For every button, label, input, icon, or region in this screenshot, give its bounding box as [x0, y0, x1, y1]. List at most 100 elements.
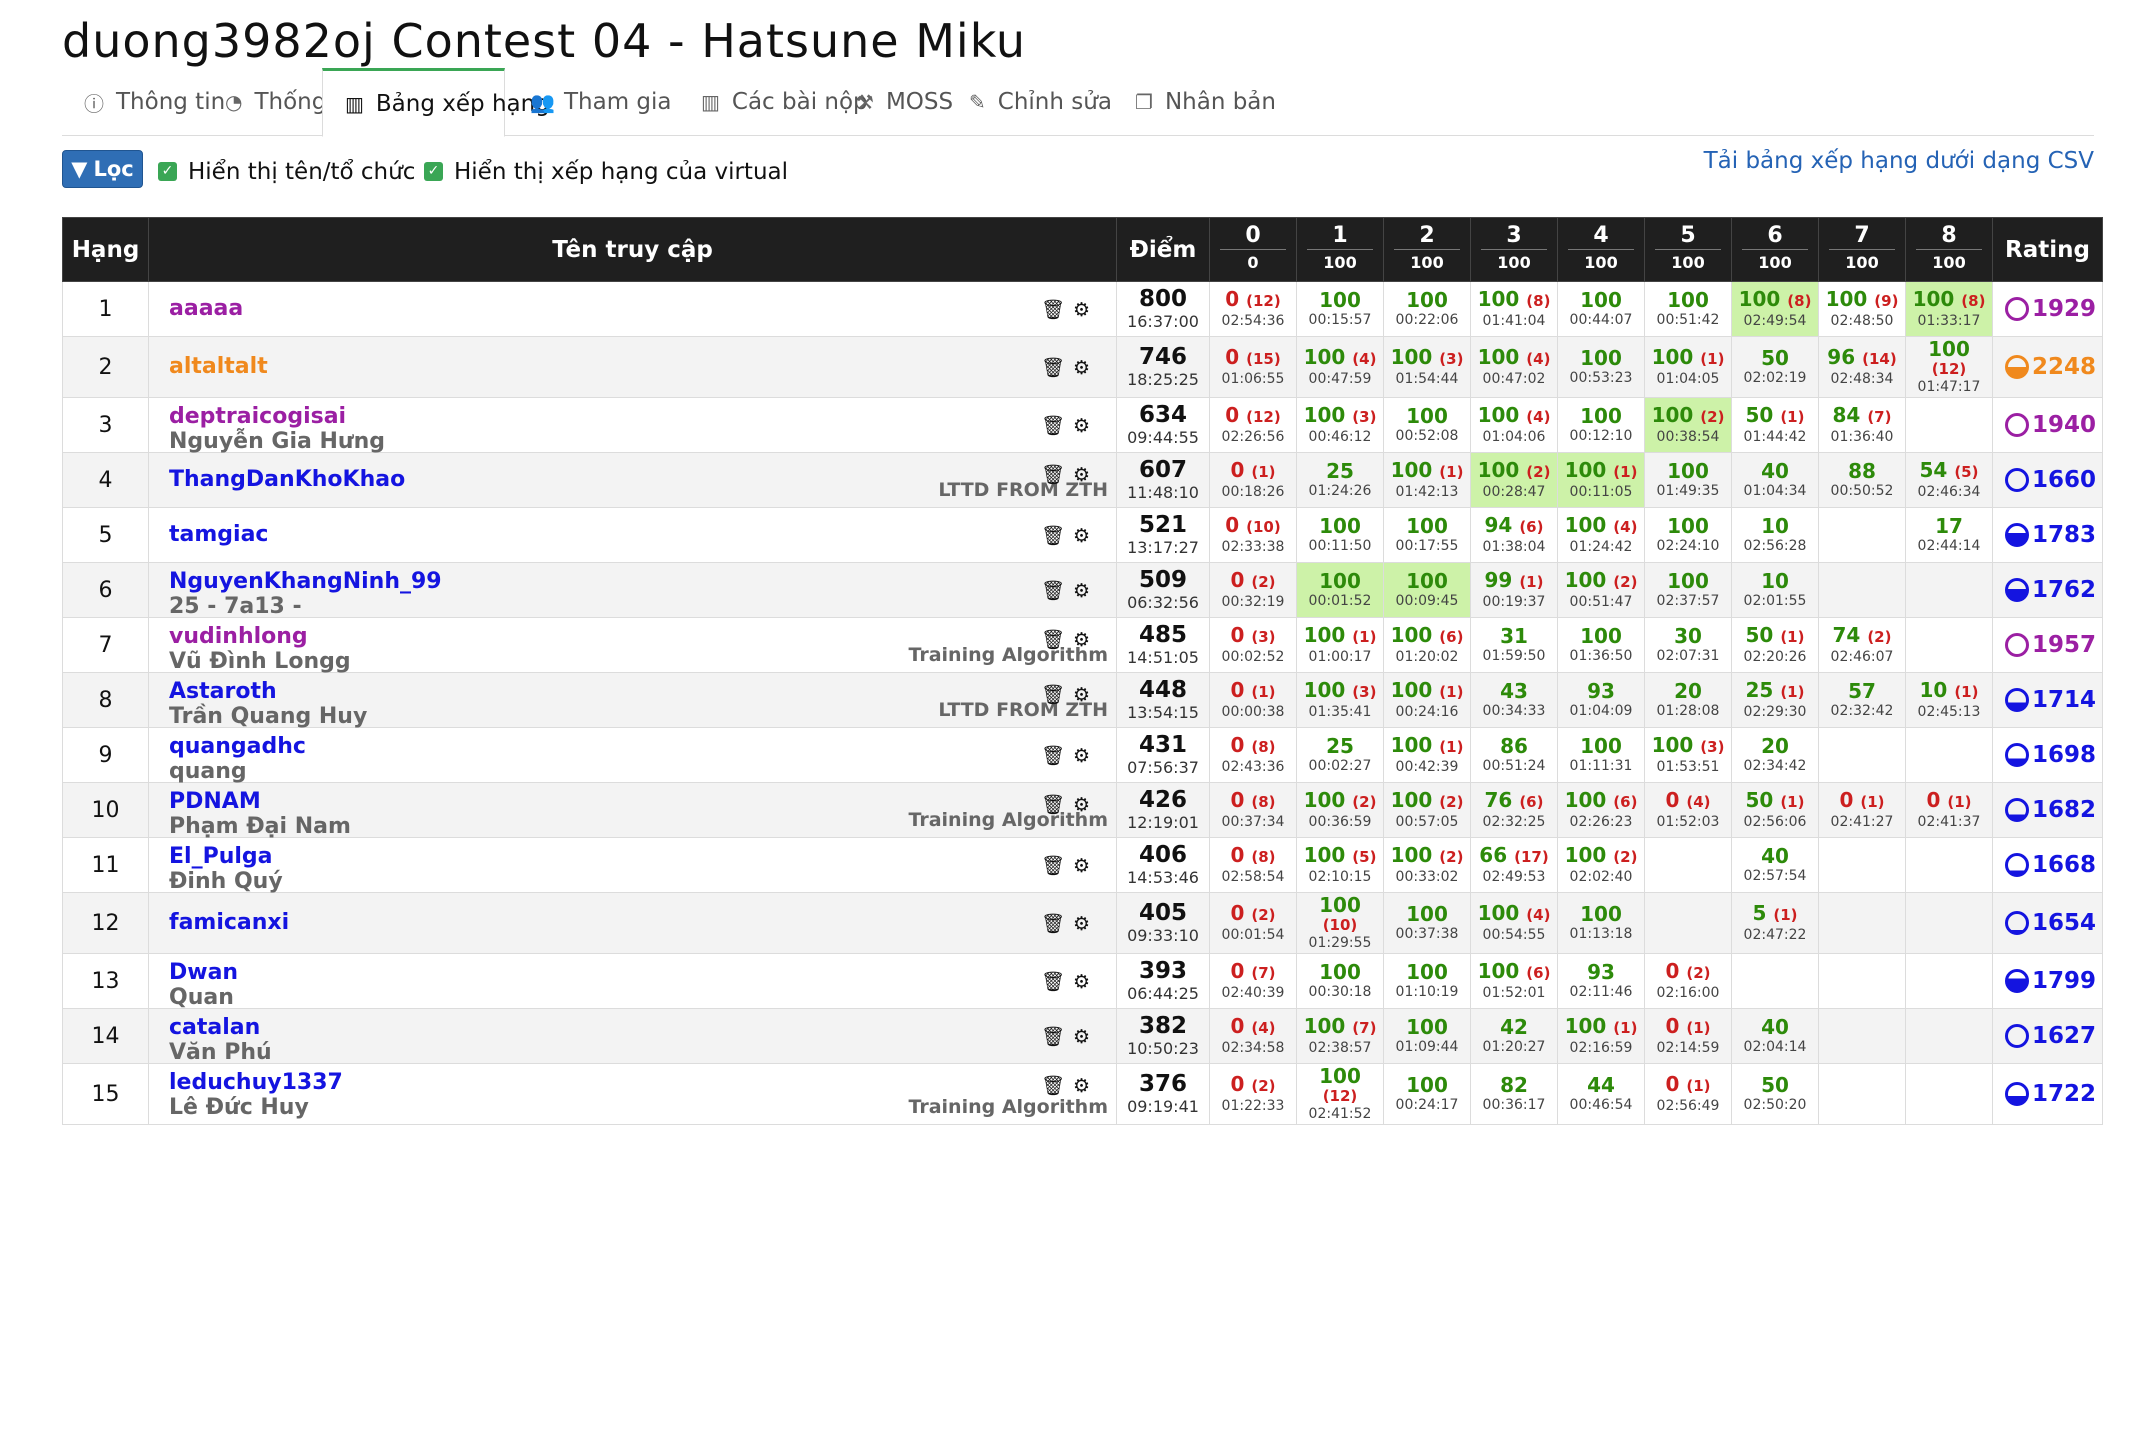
rank-header[interactable]: Hạng [62, 217, 149, 282]
problem-cell[interactable]: 0 (4) 01:52:03 [1644, 782, 1732, 838]
rating-value[interactable]: 1783 [2032, 522, 2097, 548]
username-link[interactable]: ThangDanKhoKhao [169, 467, 406, 492]
rating-value[interactable]: 1682 [2032, 797, 2097, 823]
tab-4[interactable]: 👥 Tham gia [508, 68, 673, 136]
problem-cell[interactable]: 0 (2) 01:22:33 [1209, 1063, 1297, 1125]
problem-cell[interactable]: 100 (1) 01:42:13 [1383, 452, 1471, 508]
tab-5[interactable]: ▥ Các bài nộp [679, 68, 868, 136]
problem-header-5[interactable]: 5 100 [1644, 217, 1732, 282]
problem-cell[interactable]: 100 (4) 00:47:02 [1470, 336, 1558, 398]
rating-value[interactable]: 1929 [2032, 296, 2097, 322]
gear-icon[interactable]: ⚙ [1072, 1075, 1098, 1097]
problem-cell[interactable]: 0 (1) 00:18:26 [1209, 452, 1297, 508]
trash-icon[interactable]: 🗑 [1040, 1026, 1073, 1048]
gear-icon[interactable]: ⚙ [1072, 855, 1098, 877]
problem-cell[interactable]: 100 (9) 02:48:50 [1818, 281, 1906, 337]
problem-cell[interactable]: 100 00:15:57 [1296, 281, 1384, 337]
problem-cell[interactable]: 0 (1) 02:41:27 [1818, 782, 1906, 838]
trash-icon[interactable]: 🗑 [1040, 357, 1073, 379]
problem-header-1[interactable]: 1 100 [1296, 217, 1384, 282]
problem-cell[interactable]: 100 (1) 02:16:59 [1557, 1008, 1645, 1064]
problem-cell[interactable]: 93 01:04:09 [1557, 672, 1645, 728]
username-link[interactable]: tamgiac [169, 522, 269, 547]
problem-cell[interactable]: 20 02:34:42 [1731, 727, 1819, 783]
gear-icon[interactable]: ⚙ [1072, 464, 1098, 486]
problem-cell[interactable]: 100 00:44:07 [1557, 281, 1645, 337]
trash-icon[interactable]: 🗑 [1040, 971, 1073, 993]
problem-header-2[interactable]: 2 100 [1383, 217, 1471, 282]
rating-value[interactable]: 1722 [2032, 1081, 2097, 1107]
problem-cell[interactable]: 100 00:52:08 [1383, 397, 1471, 453]
problem-cell[interactable]: 100 (7) 02:38:57 [1296, 1008, 1384, 1064]
trash-icon[interactable]: 🗑 [1040, 855, 1073, 877]
tab-7[interactable]: ✎ Chỉnh sửa [947, 68, 1112, 136]
problem-cell[interactable]: 100 (12) 01:47:17 [1905, 336, 1993, 398]
problem-cell[interactable]: 10 02:01:55 [1731, 562, 1819, 618]
tab-6[interactable]: ⚒ MOSS [834, 68, 953, 136]
problem-cell[interactable]: 100 00:22:06 [1383, 281, 1471, 337]
problem-cell[interactable]: 100 (4) 00:47:59 [1296, 336, 1384, 398]
problem-cell[interactable]: 50 (1) 02:20:26 [1731, 617, 1819, 673]
problem-cell[interactable]: 0 (7) 02:40:39 [1209, 953, 1297, 1009]
trash-icon[interactable]: 🗑 [1040, 794, 1073, 816]
trash-icon[interactable]: 🗑 [1040, 525, 1073, 547]
username-header[interactable]: Tên truy cập [148, 217, 1117, 282]
gear-icon[interactable]: ⚙ [1072, 1026, 1098, 1048]
problem-cell[interactable]: 93 02:11:46 [1557, 953, 1645, 1009]
trash-icon[interactable]: 🗑 [1040, 580, 1073, 602]
problem-cell[interactable]: 100 00:37:38 [1383, 892, 1471, 954]
gear-icon[interactable]: ⚙ [1072, 745, 1098, 767]
problem-cell[interactable]: 100 02:24:10 [1644, 507, 1732, 563]
problem-cell[interactable]: 100 (1) 01:04:05 [1644, 336, 1732, 398]
username-link[interactable]: PDNAM [169, 789, 261, 814]
problem-cell[interactable]: 100 00:12:10 [1557, 397, 1645, 453]
problem-header-4[interactable]: 4 100 [1557, 217, 1645, 282]
problem-cell[interactable]: 100 (4) 01:24:42 [1557, 507, 1645, 563]
problem-cell[interactable]: 100 01:09:44 [1383, 1008, 1471, 1064]
rating-value[interactable]: 2248 [2032, 354, 2097, 380]
trash-icon[interactable]: 🗑 [1040, 629, 1073, 651]
rating-value[interactable]: 1940 [2032, 412, 2097, 438]
trash-icon[interactable]: 🗑 [1040, 684, 1073, 706]
problem-cell[interactable]: 0 (12) 02:26:56 [1209, 397, 1297, 453]
tab-2[interactable]: ◔ Thống kê [203, 68, 360, 136]
problem-cell[interactable]: 100 02:37:57 [1644, 562, 1732, 618]
problem-cell[interactable]: 76 (6) 02:32:25 [1470, 782, 1558, 838]
trash-icon[interactable]: 🗑 [1040, 299, 1073, 321]
problem-cell[interactable]: 100 (5) 02:10:15 [1296, 837, 1384, 893]
problem-cell[interactable]: 100 (2) 02:02:40 [1557, 837, 1645, 893]
username-link[interactable]: catalan [169, 1015, 261, 1040]
problem-cell[interactable]: 100 (1) 00:42:39 [1383, 727, 1471, 783]
problem-cell[interactable]: 100 00:24:17 [1383, 1063, 1471, 1125]
rating-value[interactable]: 1668 [2032, 852, 2097, 878]
problem-cell[interactable]: 66 (17) 02:49:53 [1470, 837, 1558, 893]
problem-cell[interactable]: 100 (2) 00:57:05 [1383, 782, 1471, 838]
rating-value[interactable]: 1957 [2032, 632, 2097, 658]
problem-cell[interactable]: 5 (1) 02:47:22 [1731, 892, 1819, 954]
problem-cell[interactable]: 40 02:57:54 [1731, 837, 1819, 893]
problem-header-8[interactable]: 8 100 [1905, 217, 1993, 282]
problem-cell[interactable]: 100 (3) 00:46:12 [1296, 397, 1384, 453]
problem-cell[interactable]: 86 00:51:24 [1470, 727, 1558, 783]
problem-cell[interactable]: 100 (10) 01:29:55 [1296, 892, 1384, 954]
problem-cell[interactable]: 0 (3) 00:02:52 [1209, 617, 1297, 673]
rating-header[interactable]: Rating [1992, 217, 2103, 282]
problem-cell[interactable]: 100 (12) 02:41:52 [1296, 1063, 1384, 1125]
tab-1[interactable]: ⓘ Thông tin [62, 68, 225, 136]
problem-cell[interactable]: 20 01:28:08 [1644, 672, 1732, 728]
username-link[interactable]: altaltalt [169, 354, 268, 379]
username-link[interactable]: aaaaa [169, 296, 244, 321]
rating-value[interactable]: 1762 [2032, 577, 2097, 603]
gear-icon[interactable]: ⚙ [1072, 629, 1098, 651]
rating-value[interactable]: 1714 [2032, 687, 2097, 713]
show-virtual-checkbox[interactable]: ✓ [424, 162, 443, 181]
problem-cell[interactable]: 0 (8) 02:43:36 [1209, 727, 1297, 783]
problem-cell[interactable]: 100 00:09:45 [1383, 562, 1471, 618]
problem-cell[interactable]: 100 00:51:42 [1644, 281, 1732, 337]
username-link[interactable]: quangadhc [169, 734, 306, 759]
gear-icon[interactable]: ⚙ [1072, 794, 1098, 816]
gear-icon[interactable]: ⚙ [1072, 415, 1098, 437]
problem-cell[interactable]: 0 (1) 02:14:59 [1644, 1008, 1732, 1064]
problem-cell[interactable]: 100 (8) 01:41:04 [1470, 281, 1558, 337]
problem-cell[interactable]: 57 02:32:42 [1818, 672, 1906, 728]
